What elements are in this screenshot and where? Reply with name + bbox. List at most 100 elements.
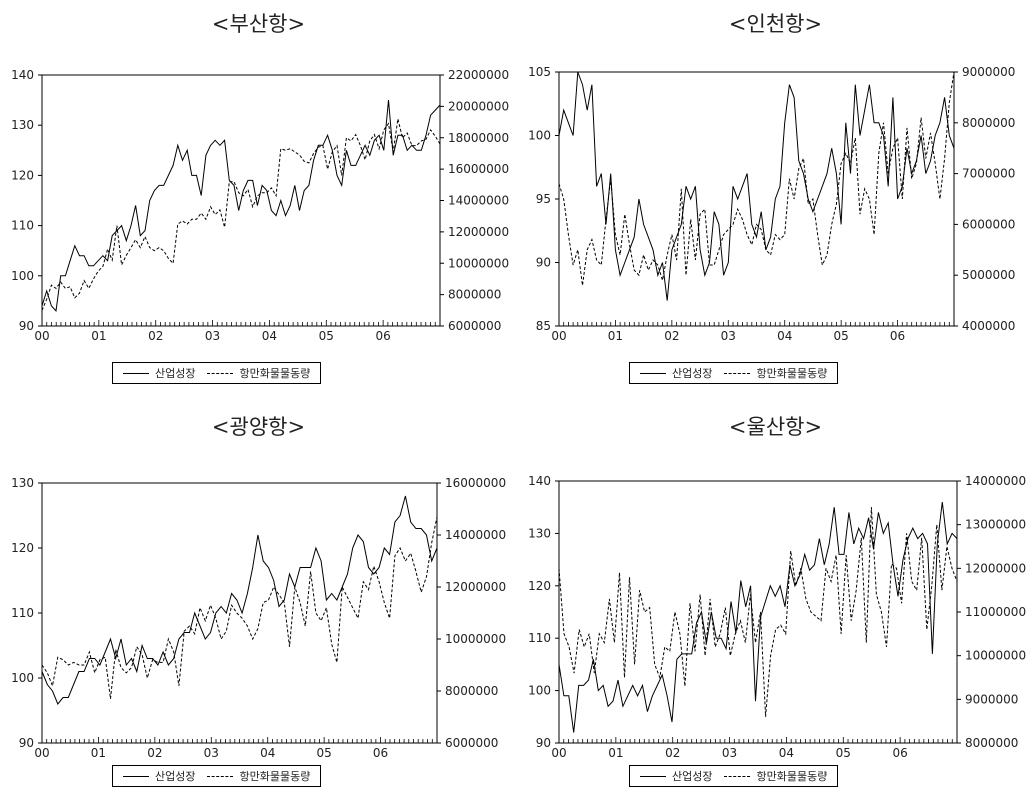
x-axis-tick-label: 05 xyxy=(836,746,851,760)
legend-solid-swatch xyxy=(640,372,666,374)
x-axis-tick-label: 02 xyxy=(664,329,679,343)
legend-series1-label: 산업성장 xyxy=(672,367,713,380)
x-axis-tick-label: 05 xyxy=(317,746,332,760)
legend-dashed-swatch xyxy=(724,775,751,777)
x-axis-tick-label: 04 xyxy=(260,746,275,760)
left-axis-tick-label: 120 xyxy=(11,168,34,182)
left-axis-tick-label: 110 xyxy=(11,606,34,620)
left-axis-tick-label: 130 xyxy=(528,526,551,540)
plot-frame xyxy=(558,480,958,744)
right-axis-tick-label: 8000000 xyxy=(448,288,501,302)
legend-series2-label: 항만화물물동량 xyxy=(756,770,828,783)
x-axis-tick-label: 03 xyxy=(721,329,736,343)
x-axis-tick-label: 06 xyxy=(376,329,391,343)
legend-dashed-swatch xyxy=(724,372,751,374)
x-axis-tick-label: 01 xyxy=(608,746,623,760)
x-axis-tick-label: 01 xyxy=(91,329,106,343)
right-axis-tick-label: 14000000 xyxy=(448,194,509,208)
legend-dashed-swatch xyxy=(207,775,234,777)
left-axis-tick-label: 90 xyxy=(536,736,551,750)
left-axis-tick-label: 85 xyxy=(536,319,551,333)
right-axis-tick-label: 9000000 xyxy=(965,692,1018,706)
right-axis-tick-label: 10000000 xyxy=(445,632,506,646)
left-axis-tick-label: 100 xyxy=(528,129,551,143)
left-axis-tick-label: 105 xyxy=(528,65,551,79)
left-axis-tick-label: 95 xyxy=(536,192,551,206)
x-axis-tick-label: 00 xyxy=(551,329,566,343)
chart-panel-busan: <부산항> 90 100 110 120 130 140 6000000 8000000 100… xyxy=(0,0,517,403)
right-axis-tick-label: 6000000 xyxy=(445,736,498,750)
legend-dashed-swatch xyxy=(207,372,234,374)
right-axis-tick-label: 8000000 xyxy=(965,736,1018,750)
chart-title: <울산항> xyxy=(728,415,823,439)
x-axis-tick-label: 05 xyxy=(319,329,334,343)
chart-panel-gwangyang: <광양항> 90 100 110 120 130 6000000 8000000 100000… xyxy=(0,403,517,806)
right-axis-tick-label: 20000000 xyxy=(448,99,509,113)
line-chart-ulsan: 90 100 110 120 130 140 8000000 9000000 10000000 1… xyxy=(528,474,1026,760)
line-chart-incheon: 85 90 95 100 105 4000000 5000000 6000000 7000000… xyxy=(528,65,1015,343)
x-axis-tick-label: 05 xyxy=(834,329,849,343)
left-axis-tick-label: 130 xyxy=(11,476,34,490)
right-axis-tick-label: 16000000 xyxy=(445,476,506,490)
right-axis-tick-label: 8000000 xyxy=(962,116,1015,130)
line-chart-gwangyang: 90 100 110 120 130 6000000 8000000 10000000 1200… xyxy=(11,476,506,760)
legend-solid-swatch xyxy=(123,372,149,374)
legend-series1-label: 산업성장 xyxy=(672,770,713,783)
right-axis-tick-label: 22000000 xyxy=(448,68,509,82)
right-axis-tick-label: 4000000 xyxy=(962,319,1015,333)
x-axis-tick-label: 03 xyxy=(204,746,219,760)
left-axis-tick-label: 100 xyxy=(11,269,34,283)
legend: 산업성장 항만화물물동량 xyxy=(629,765,839,787)
legend-series1-label: 산업성장 xyxy=(155,367,196,380)
x-axis-tick-label: 01 xyxy=(608,329,623,343)
x-axis-tick-label: 06 xyxy=(890,329,905,343)
x-axis-tick-label: 02 xyxy=(147,746,162,760)
right-axis-tick-label: 6000000 xyxy=(962,217,1015,231)
left-axis-tick-label: 100 xyxy=(11,671,34,685)
left-axis-tick-label: 100 xyxy=(528,684,551,698)
left-axis-tick-label: 90 xyxy=(536,256,551,270)
x-axis-tick-label: 06 xyxy=(893,746,908,760)
legend-solid-swatch xyxy=(123,775,149,777)
legend-series2-label: 항만화물물동량 xyxy=(239,770,311,783)
legend: 산업성장 항만화물물동량 xyxy=(629,362,839,384)
right-axis-tick-label: 10000000 xyxy=(965,649,1026,663)
left-axis-tick-label: 120 xyxy=(11,541,34,555)
left-axis-tick-label: 110 xyxy=(528,631,551,645)
x-axis-tick-label: 04 xyxy=(262,329,277,343)
left-axis-tick-label: 90 xyxy=(19,736,34,750)
right-axis-tick-label: 10000000 xyxy=(448,256,509,270)
left-axis-tick-label: 140 xyxy=(11,68,34,82)
x-axis-tick-label: 03 xyxy=(722,746,737,760)
chart-title: <부산항> xyxy=(211,12,306,36)
series-line-industry-growth xyxy=(41,100,441,313)
right-axis-tick-label: 9000000 xyxy=(962,65,1015,79)
right-axis-tick-label: 8000000 xyxy=(445,684,498,698)
series-line-port-cargo-volume xyxy=(558,507,958,717)
right-axis-tick-label: 13000000 xyxy=(965,518,1026,532)
right-axis-tick-label: 11000000 xyxy=(965,605,1026,619)
x-axis-tick-label: 02 xyxy=(148,329,163,343)
chart-title: <인천항> xyxy=(728,12,823,36)
chart-panel-incheon: <인천항> 85 90 95 100 105 4000000 5000000 6000000 7… xyxy=(517,0,1034,403)
x-axis-tick-label: 00 xyxy=(551,746,566,760)
legend-series2-label: 항만화물물동량 xyxy=(756,367,828,380)
right-axis-tick-label: 14000000 xyxy=(965,474,1026,488)
legend: 산업성장 항만화물물동량 xyxy=(112,765,322,787)
right-axis-tick-label: 12000000 xyxy=(445,580,506,594)
plot-frame xyxy=(41,482,438,744)
chart-title: <광양항> xyxy=(211,415,306,439)
right-axis-tick-label: 14000000 xyxy=(445,528,506,542)
left-axis-tick-label: 120 xyxy=(528,579,551,593)
right-axis-tick-label: 18000000 xyxy=(448,131,509,145)
series-line-port-cargo-volume xyxy=(41,516,438,699)
legend-series2-label: 항만화물물동량 xyxy=(239,367,311,380)
series-line-industry-growth xyxy=(41,495,438,705)
x-axis-tick-label: 04 xyxy=(777,329,792,343)
legend: 산업성장 항만화물물동량 xyxy=(112,362,322,384)
x-axis-tick-label: 00 xyxy=(34,329,49,343)
line-chart-busan: 90 100 110 120 130 140 6000000 8000000 10000000 1… xyxy=(11,68,509,343)
x-axis-tick-label: 01 xyxy=(91,746,106,760)
right-axis-tick-label: 5000000 xyxy=(962,268,1015,282)
x-axis-tick-label: 06 xyxy=(373,746,388,760)
